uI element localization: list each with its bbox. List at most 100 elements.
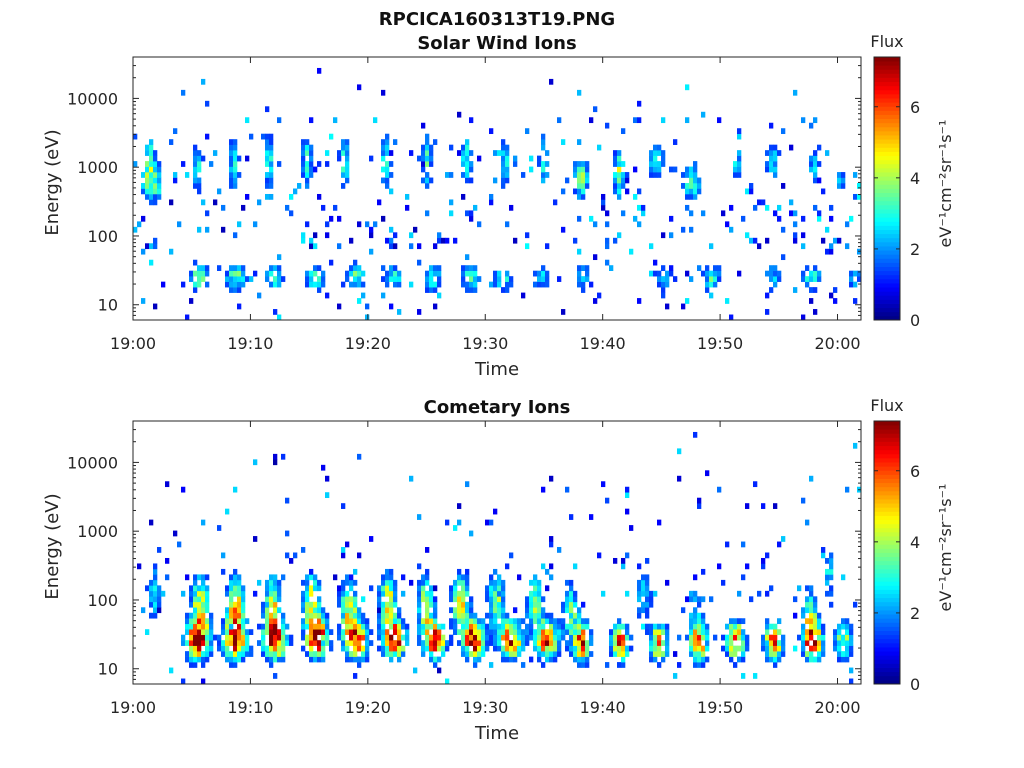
- heatmap-cell: [661, 150, 666, 156]
- heatmap-cell: [625, 629, 630, 635]
- heatmap-cell: [201, 629, 206, 635]
- heatmap-cell: [425, 183, 430, 189]
- colorbar-swatch: [874, 605, 900, 611]
- heatmap-cell: [813, 150, 818, 156]
- heatmap-cell: [421, 618, 426, 625]
- heatmap-cell: [845, 623, 850, 630]
- heatmap-cell: [173, 172, 178, 178]
- heatmap-cell: [837, 172, 842, 178]
- heatmap-cell: [693, 183, 698, 189]
- heatmap-cell: [149, 590, 154, 597]
- heatmap-cell: [149, 144, 154, 151]
- heatmap-cell: [461, 612, 466, 619]
- heatmap-cell: [581, 662, 586, 668]
- heatmap-cell: [461, 596, 466, 603]
- heatmap-cell: [561, 601, 566, 608]
- heatmap-cell: [661, 281, 666, 288]
- heatmap-cell: [781, 645, 786, 652]
- heatmap-cell: [381, 607, 386, 614]
- heatmap-cell: [513, 656, 518, 663]
- heatmap-cell: [453, 525, 458, 531]
- heatmap-cell: [813, 161, 818, 167]
- heatmap-cell: [193, 645, 198, 652]
- heatmap-cell: [445, 645, 450, 652]
- heatmap-cell: [849, 276, 854, 282]
- heatmap-cell: [233, 651, 238, 657]
- panel-title: Solar Wind Ions: [417, 33, 576, 54]
- heatmap-cell: [433, 612, 438, 619]
- heatmap-cell: [421, 579, 426, 586]
- colorbar-swatch: [874, 462, 900, 467]
- heatmap-cell: [505, 150, 510, 156]
- heatmap-cell: [469, 166, 474, 173]
- heatmap-cell: [417, 585, 422, 592]
- heatmap-cell: [841, 183, 846, 189]
- heatmap-cell: [545, 656, 550, 663]
- figure-title: RPCICA160313T19.PNG: [379, 9, 615, 30]
- heatmap-cell: [809, 287, 814, 293]
- heatmap-cell: [305, 634, 310, 641]
- heatmap-cell: [613, 177, 618, 184]
- heatmap-cell: [781, 128, 786, 135]
- heatmap-cell: [357, 552, 362, 559]
- heatmap-cell: [781, 634, 786, 641]
- heatmap-cell: [581, 287, 586, 293]
- heatmap-cell: [653, 155, 658, 162]
- heatmap-cell: [389, 651, 394, 657]
- heatmap-cell: [769, 122, 774, 129]
- heatmap-cell: [437, 281, 442, 288]
- heatmap-cell: [773, 210, 778, 217]
- heatmap-cell: [157, 177, 162, 184]
- heatmap-cell: [205, 640, 210, 646]
- heatmap-cell: [817, 640, 822, 646]
- heatmap-cell: [557, 651, 562, 657]
- heatmap-cell: [393, 629, 398, 635]
- heatmap-cell: [201, 618, 206, 625]
- heatmap-cell: [261, 634, 266, 641]
- heatmap-cell: [237, 303, 242, 310]
- heatmap-cell: [481, 640, 486, 646]
- colorbar-swatch: [874, 429, 900, 434]
- heatmap-cell: [713, 270, 718, 277]
- heatmap-cell: [533, 281, 538, 288]
- heatmap-cell: [413, 667, 418, 674]
- heatmap-cell: [225, 629, 230, 635]
- heatmap-cell: [485, 629, 490, 635]
- heatmap-cell: [789, 144, 794, 151]
- colorbar-swatch: [874, 433, 900, 438]
- heatmap-cell: [481, 645, 486, 652]
- heatmap-cell: [289, 210, 294, 217]
- heatmap-cell: [617, 232, 622, 239]
- heatmap-cell: [189, 618, 194, 625]
- heatmap-cell: [357, 662, 362, 668]
- heatmap-cell: [269, 640, 274, 646]
- x-tick-label: 20:00: [814, 698, 860, 717]
- heatmap-cell: [677, 634, 682, 641]
- heatmap-cell: [553, 651, 558, 657]
- heatmap-cell: [849, 651, 854, 657]
- heatmap-cell: [565, 596, 570, 603]
- heatmap-cell: [493, 596, 498, 603]
- heatmap-cell: [517, 651, 522, 657]
- heatmap-cell: [317, 623, 322, 630]
- heatmap-cell: [801, 117, 806, 124]
- heatmap-cell: [697, 645, 702, 652]
- heatmap-cell: [813, 309, 818, 315]
- heatmap-cell: [421, 155, 426, 162]
- heatmap-cell: [689, 590, 694, 597]
- heatmap-cell: [305, 172, 310, 178]
- heatmap-cell: [277, 634, 282, 641]
- heatmap-cell: [273, 574, 278, 581]
- heatmap-cell: [529, 601, 534, 608]
- heatmap-cell: [337, 155, 342, 162]
- heatmap-cell: [633, 215, 638, 222]
- heatmap-cell: [813, 177, 818, 184]
- heatmap-cell: [821, 552, 826, 559]
- heatmap-cell: [233, 139, 238, 145]
- heatmap-cell: [513, 629, 518, 635]
- heatmap-cell: [233, 629, 238, 635]
- heatmap-cell: [561, 188, 566, 195]
- heatmap-cell: [345, 150, 350, 156]
- heatmap-cell: [157, 596, 162, 603]
- heatmap-cell: [489, 574, 494, 581]
